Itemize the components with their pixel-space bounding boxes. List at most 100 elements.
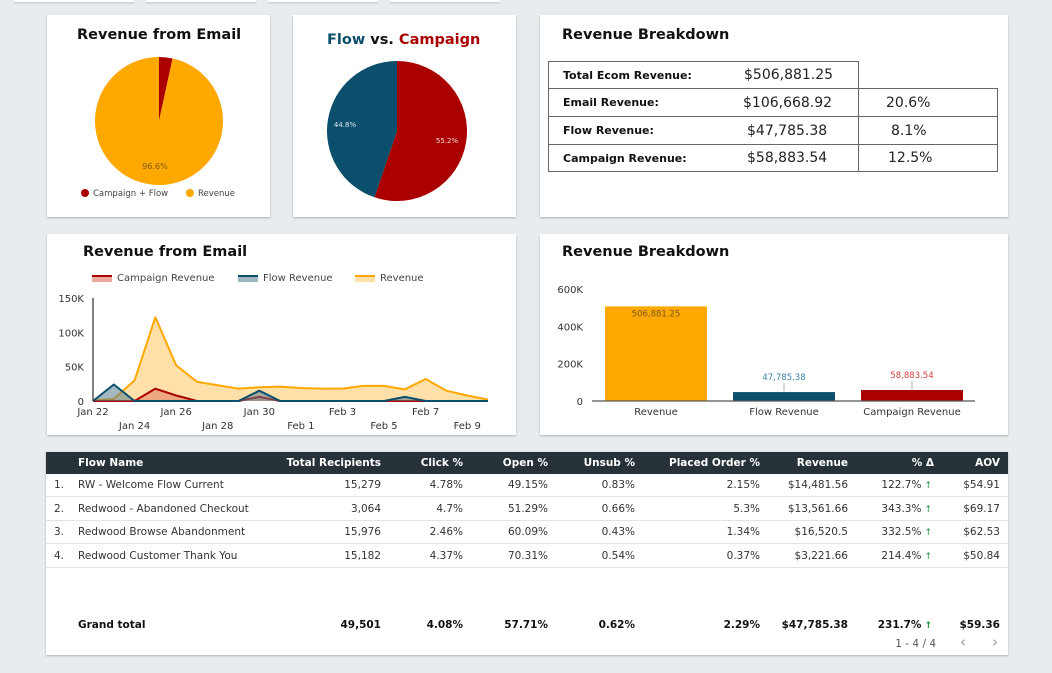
up-arrow-icon: ↑: [924, 551, 932, 562]
col-delta[interactable]: % Δ: [911, 457, 934, 469]
col-revenue[interactable]: Revenue: [796, 457, 848, 469]
cell-placed: 5.3%: [733, 502, 760, 515]
legend-label-flow: Flow Revenue: [263, 273, 333, 284]
cell-open: 49.15%: [507, 479, 548, 491]
up-arrow-icon: ↑: [924, 481, 932, 491]
up-arrow-icon: ↑: [924, 621, 932, 631]
breakdown-pct: 20.6%: [886, 94, 931, 111]
cell-recipients: 15,976: [344, 526, 381, 538]
y-tick-label: 50K: [65, 363, 85, 374]
pie-label-campaign: 55.2%: [436, 137, 459, 145]
bar-flow-revenue: [733, 392, 835, 401]
bar-campaign-revenue: [861, 390, 963, 401]
flow-name: Redwood - Abandoned Checkout: [78, 502, 249, 515]
cell-placed: 2.15%: [726, 479, 760, 491]
y-tick-label: 0: [577, 397, 583, 408]
total-revenue: $47,785.38: [781, 619, 848, 631]
row-index: 1.: [54, 479, 65, 491]
pie-label-flow: 44.8%: [334, 121, 357, 129]
pie-slice-campaign-flow: [159, 57, 173, 121]
pie-slice-flow: [327, 61, 397, 198]
breakdown-pct: 12.5%: [888, 150, 933, 166]
bar-data-label: 47,785.38: [762, 373, 805, 383]
grand-total-row: Grand total 49,501 4.08% 57.71% 0.62% 2.…: [46, 614, 1008, 634]
breakdown-row-campaign: Campaign Revenue: $58,883.54: [548, 144, 859, 172]
legend-label-campaign-flow: Campaign + Flow: [93, 189, 168, 199]
total-delta: 231.7% ↑: [878, 619, 932, 631]
flow-table-header: Flow Name Total Recipients Click % Open …: [46, 452, 1008, 474]
pie-email-title: Revenue from Email: [77, 27, 242, 43]
col-aov[interactable]: AOV: [975, 457, 1000, 469]
breakdown-row-total: Total Ecom Revenue: $506,881.25: [548, 61, 859, 89]
table-row[interactable]: 3. Redwood Browse Abandonment 15,976 2.46% 6…: [46, 521, 1008, 544]
table-row[interactable]: 2. Redwood - Abandoned Checkout 3,064 4.7% 5…: [46, 498, 1008, 521]
title-flow: Flow: [327, 32, 366, 48]
pie-slice-revenue: [94, 57, 223, 185]
legend-dot-campaign-flow: [81, 189, 89, 197]
x-category-label: Campaign Revenue: [863, 407, 961, 418]
cell-unsub: 0.83%: [601, 479, 635, 491]
total-recipients: 49,501: [340, 619, 381, 631]
pie-flow-campaign-chart: 44.8% 55.2%: [327, 61, 467, 201]
breakdown-label: Total Ecom Revenue:: [563, 68, 692, 82]
total-label: Grand total: [78, 619, 146, 631]
total-aov: $59.36: [959, 619, 1000, 631]
flow-name: Redwood Browse Abandonment: [78, 526, 246, 538]
card-top-edge: [268, 0, 378, 2]
cell-recipients: 15,182: [344, 549, 381, 562]
line-legend: Campaign Revenue Flow Revenue Revenue: [92, 273, 424, 284]
cell-unsub: 0.66%: [601, 502, 635, 515]
prev-page-button[interactable]: ‹: [960, 633, 966, 651]
x-tick-label: Jan 22: [76, 407, 108, 418]
pie-email-chart: 96.6% Campaign + Flow Revenue: [81, 57, 235, 199]
pie-flow-campaign-title: Flow vs. Campaign: [327, 32, 480, 48]
cell-click: 4.78%: [429, 479, 463, 491]
cell-placed: 0.37%: [726, 549, 760, 562]
y-tick-label: 400K: [557, 322, 583, 333]
breakdown-row-flow: Flow Revenue: $47,785.38: [548, 116, 859, 145]
legend-label-revenue: Revenue: [198, 189, 235, 199]
cell-click: 4.37%: [429, 549, 463, 562]
up-arrow-icon: ↑: [924, 504, 932, 515]
cell-delta: 332.5% ↑: [881, 526, 932, 538]
legend-swatch-flow: [238, 276, 258, 282]
breakdown-label: Flow Revenue:: [563, 124, 654, 137]
title-vs: vs.: [365, 32, 399, 48]
table-row[interactable]: 4. Redwood Customer Thank You 15,182 4.37% 7…: [46, 545, 1008, 568]
breakdown-value: $106,668.92: [743, 94, 833, 111]
bar-chart-title: Revenue Breakdown: [562, 244, 730, 260]
bar-chart: 0 200K 400K 600K 506,881.25 Revenue 47,785.38 F…: [557, 285, 975, 418]
x-category-label: Revenue: [634, 407, 678, 418]
legend-swatch-campaign: [92, 276, 112, 282]
x-tick-label: Feb 1: [287, 421, 314, 432]
cell-revenue: $3,221.66: [794, 549, 848, 562]
line-revenue: [92, 316, 489, 402]
line-chart: Campaign Revenue Flow Revenue Revenue 0 5…: [58, 273, 489, 432]
legend-dot-revenue: [186, 189, 194, 197]
x-tick-label: Feb 3: [329, 407, 356, 418]
table-row[interactable]: 1. RW - Welcome Flow Current 15,279 4.78% 49…: [46, 474, 1008, 497]
breakdown-value: $506,881.25: [744, 67, 834, 83]
x-tick-label: Feb 7: [412, 407, 439, 418]
col-placed-order[interactable]: Placed Order %: [669, 457, 760, 469]
y-tick-label: 150K: [58, 294, 84, 305]
x-tick-label: Jan 28: [201, 421, 233, 432]
col-total-recipients[interactable]: Total Recipients: [286, 457, 381, 469]
pie-email-card: Revenue from Email 96.6% Campaign + Flow…: [47, 15, 270, 217]
up-arrow-icon: ↑: [924, 528, 932, 538]
total-open: 57.71%: [504, 619, 548, 631]
col-unsub[interactable]: Unsub %: [583, 457, 635, 469]
cell-click: 2.46%: [429, 526, 463, 538]
y-tick-label: 0: [78, 397, 84, 408]
bar-data-label: 58,883.54: [890, 371, 933, 381]
next-page-button[interactable]: ›: [992, 633, 998, 651]
cell-delta: 343.3% ↑: [881, 502, 932, 515]
breakdown-pct-email: 20.6%: [858, 88, 998, 117]
flow-table: Flow Name Total Recipients Click % Open …: [46, 452, 1008, 655]
col-click[interactable]: Click %: [420, 457, 463, 469]
card-top-edge: [146, 0, 256, 2]
cell-aov: $69.17: [963, 502, 1000, 515]
col-flow-name[interactable]: Flow Name: [78, 457, 144, 469]
breakdown-label: Email Revenue:: [563, 96, 659, 109]
col-open[interactable]: Open %: [502, 457, 548, 469]
